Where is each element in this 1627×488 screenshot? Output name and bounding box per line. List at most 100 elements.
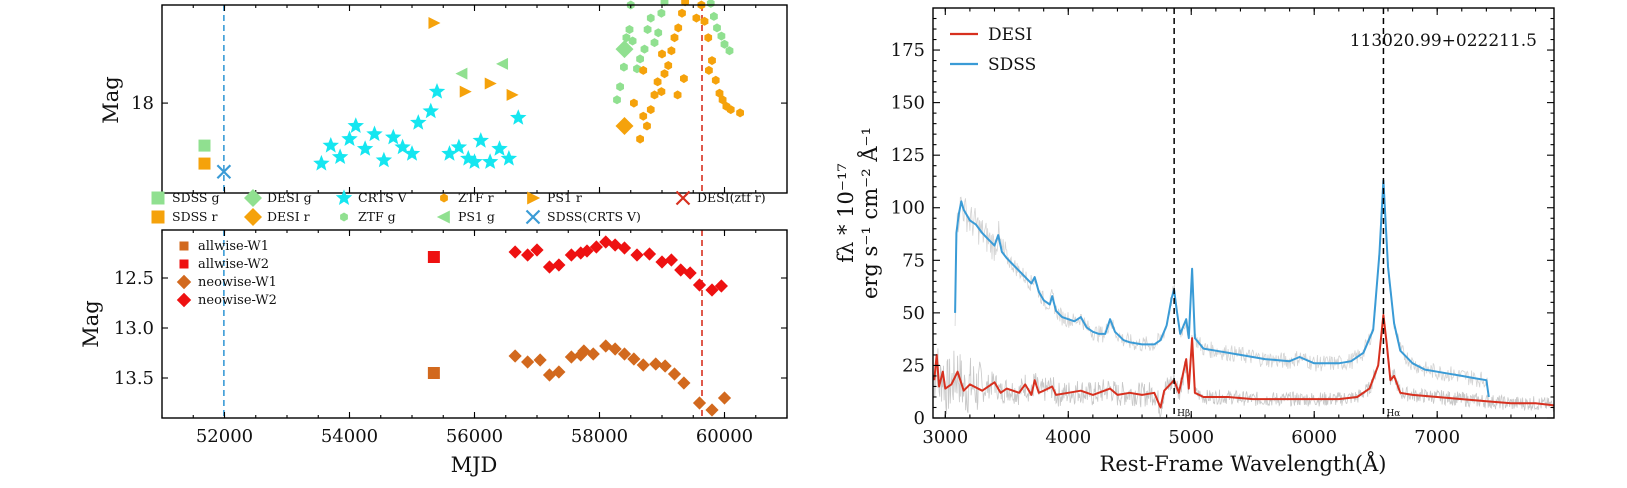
x-tick-label: 6000 [1291,427,1337,448]
desi-legend-label: DESI [988,25,1032,45]
ztf-r-point [708,56,716,66]
ztf-g-point [706,0,715,8]
neowise-w2-point [705,283,719,297]
y-tick-label: 175 [891,40,925,61]
crts-v-point [460,150,477,166]
neowise-w1-point [508,349,522,363]
neowise-w1-point [533,353,547,367]
ztf-r-point [639,65,648,75]
spectrum-panel: Hβ Hα 3000 4000 5000 6000 7000 0 25 50 75 100 125 15… [834,7,1555,476]
ztf-r-point [664,61,673,70]
neowise-w2-point [552,258,566,272]
y-tick-label: 75 [902,250,925,271]
sdss-r-legend-label: SDSS r [172,209,217,224]
desi-g-legend-label: DESI g [267,190,312,205]
ztf-r-point [650,90,659,100]
ztf-r-point [726,105,735,115]
ps1-g-point [496,57,509,70]
y-tick-label: 18 [131,93,154,114]
crts-v-point [428,83,446,99]
desi-g-legend-marker [244,189,262,207]
crts-v-point [441,145,458,161]
y-tick-label: 150 [891,93,925,114]
ztf-g-point [657,8,666,18]
x-tick-label: 54000 [321,426,378,447]
neowise-w2-point [521,248,535,262]
ps1-r-point [506,88,519,101]
crts-v-legend-label: CRTS V [358,190,408,205]
desi-r-legend-marker [244,208,262,226]
crts-v-point [322,137,339,153]
spectrum-y-axis-label: erg s⁻¹ cm⁻² Å⁻¹ [857,127,882,299]
ztf-r-point [704,33,713,43]
spectrum-panel-frame [932,7,1555,419]
y-tick-label: 100 [891,198,925,219]
ztf-r-point [658,49,666,59]
ztf-g-point [640,44,649,54]
x-tick-label: 3000 [922,427,968,448]
ztf-g-point [646,13,655,23]
ztf-r-point [660,69,669,79]
neowise-w2-point [692,278,707,292]
crts-v-point [366,125,383,142]
y-tick-label: 12.5 [114,268,154,289]
ztf-g-point [620,62,628,72]
allwise-w1-point [427,367,440,379]
crts-v-point [347,117,364,133]
x-tick-label: 60000 [696,426,753,447]
wise-lightcurve-panel: 52000 54000 56000 58000 60000 12.5 13.0 13.5 al… [79,229,788,477]
desi-ztf-r-legend-marker [675,190,691,206]
neowise-w1-point [667,367,682,381]
spectrum-y-axis-label-top: fλ * 10⁻¹⁷ [834,163,858,263]
ps1-r-legend-marker [527,191,541,205]
ztf-r-point [670,33,679,43]
neowise-w1-point [717,391,732,405]
ztf-r-point [680,74,688,84]
crts-v-point [356,140,374,156]
sdss-r-point [198,157,211,170]
crts-v-point [394,138,411,155]
neowise-w2-point [617,241,632,255]
crts-v-point [341,130,358,146]
crts-v-point [466,153,483,169]
optical-legend: SDSS g SDSS r DESI g DESI r CRTS V ZTF g ZTF r… [151,189,766,226]
optical-lightcurve-panel: 1819 Mag [99,0,788,194]
ztf-g-point [628,36,637,46]
allwise-w1-legend-marker [179,241,189,251]
ps1-r-point [459,85,472,98]
sdss-legend-label: SDSS [988,55,1036,75]
neowise-w1-point [564,350,578,364]
crts-v-point [403,145,421,161]
spectrum-title: 113020.99+022211.5 [1350,31,1537,51]
neowise-w2-point [630,248,644,262]
neowise-w1-point [586,347,600,361]
ztf-r-point [705,65,713,75]
ztf-r-point [636,134,644,144]
neowise-w2-legend-marker [176,292,192,308]
allwise-w2-legend-label: allwise-W2 [198,257,269,272]
crts-v-point [410,114,427,130]
ps1-r-legend-label: PS1 r [547,190,582,205]
wise-x-axis-label: MJD [451,453,498,477]
y-tick-label: 13.5 [114,368,154,389]
ztf-r-point [715,88,724,98]
neowise-w2-point [642,247,657,261]
crts-v-point [375,151,393,168]
ztf-g-legend-marker [340,212,348,222]
allwise-w2-legend-marker [179,259,189,269]
wise-legend: allwise-W1 allwise-W2 neowise-W1 neowise-W2 [176,239,277,308]
ztf-g-point [725,46,734,56]
ztf-g-point [643,25,652,34]
ztf-g-point [613,95,621,105]
ps1-g-point [455,67,468,80]
ztf-r-point [700,16,709,26]
ztf-g-point [710,11,718,21]
crts-v-legend-marker [335,189,353,205]
x-tick-label: 7000 [1414,427,1460,448]
neowise-w2-point [530,243,544,257]
neowise-w1-legend-label: neowise-W1 [198,275,277,290]
sdss-crts-v-point [216,164,232,180]
ztf-r-point [736,108,744,118]
neowise-w2-point [683,266,697,280]
